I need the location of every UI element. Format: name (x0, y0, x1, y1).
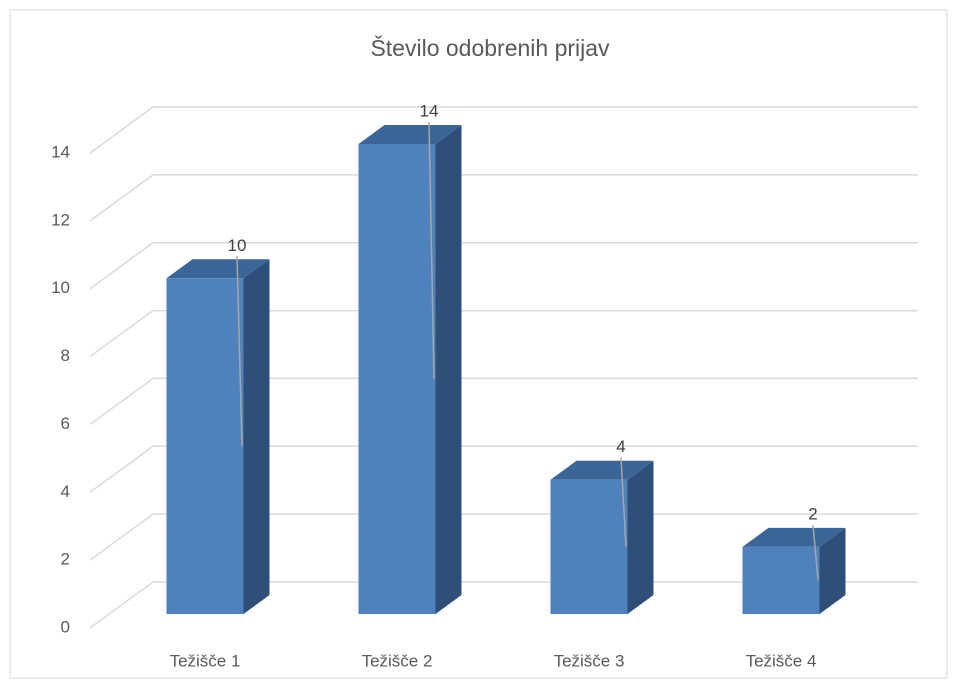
bar (166, 259, 270, 614)
y-tick-label: 8 (61, 346, 70, 365)
bar-top (166, 259, 270, 279)
leader-line (236, 256, 243, 447)
grid-line (89, 581, 918, 629)
y-tick-label: 10 (51, 278, 70, 297)
data-label: 14 (420, 101, 439, 120)
x-tick-label: Težišče 4 (746, 651, 817, 670)
bar-side (819, 527, 846, 614)
data-label: 4 (616, 437, 625, 456)
y-tick-label: 14 (51, 142, 70, 161)
bar-front (742, 546, 820, 614)
grid-line (89, 174, 918, 222)
bar-front (358, 144, 436, 614)
y-tick-label: 6 (61, 414, 70, 433)
bar-front (550, 479, 628, 614)
grid-line (89, 377, 918, 426)
bar-top (550, 460, 654, 480)
leader-line (428, 121, 435, 380)
bar-side (435, 125, 462, 614)
bar-top (742, 527, 846, 547)
bar-side (243, 259, 270, 614)
chart-title: Število odobrenih prijav (370, 34, 610, 61)
bar (358, 125, 462, 614)
y-tick-label: 12 (51, 210, 70, 229)
y-tick-label: 4 (61, 482, 70, 501)
bar-top (358, 125, 462, 144)
grid-line (89, 241, 918, 290)
leader-line (812, 524, 819, 581)
grid-line (89, 106, 918, 154)
grid-line (89, 513, 918, 561)
data-label: 10 (228, 236, 247, 255)
bar (742, 527, 846, 614)
bar (550, 460, 654, 614)
y-tick-label: 0 (61, 617, 70, 636)
leader-line (620, 457, 627, 547)
x-tick-label: Težišče 3 (554, 651, 625, 670)
bar-side (627, 460, 654, 614)
data-label: 2 (808, 504, 817, 523)
y-tick-label: 2 (61, 550, 70, 569)
grid-line (89, 309, 918, 358)
x-tick-label: Težišče 1 (170, 651, 241, 670)
bar-front (166, 278, 244, 614)
x-tick-label: Težišče 2 (362, 651, 433, 670)
grid-line (89, 445, 918, 493)
